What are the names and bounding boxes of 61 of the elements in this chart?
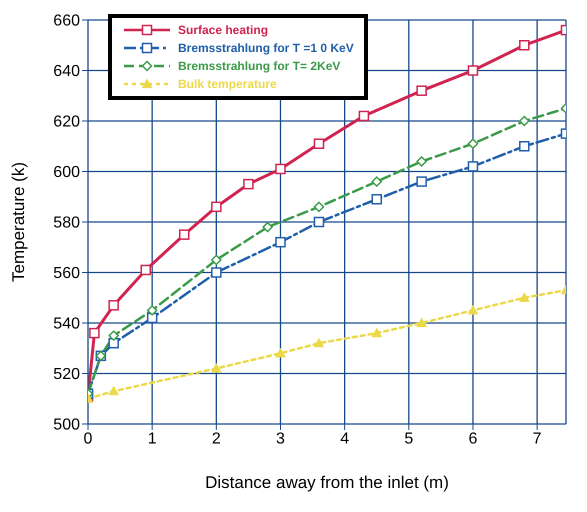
point xyxy=(468,138,478,149)
point xyxy=(275,236,286,248)
point xyxy=(416,156,427,167)
point xyxy=(108,386,119,396)
point xyxy=(140,264,151,276)
point xyxy=(519,292,530,302)
point xyxy=(178,229,190,240)
legend-label: Bremsstrahlung for T =1 0 KeV xyxy=(178,41,354,55)
point xyxy=(519,40,530,50)
point xyxy=(358,110,370,122)
point xyxy=(314,138,324,149)
point xyxy=(468,161,478,172)
point xyxy=(372,328,382,338)
point xyxy=(275,348,286,358)
y-tick-label: 540 xyxy=(53,316,80,333)
x-tick-label: 6 xyxy=(468,430,478,448)
point xyxy=(371,194,382,205)
point xyxy=(416,85,427,96)
point xyxy=(468,305,478,314)
point xyxy=(416,318,427,328)
y-tick-label: 500 xyxy=(53,416,80,434)
x-tick-label: 5 xyxy=(404,430,414,448)
point xyxy=(211,267,222,278)
point xyxy=(108,330,119,341)
point xyxy=(519,116,530,126)
point xyxy=(275,164,286,174)
y-tick-label: 580 xyxy=(53,214,80,232)
y-tick-label: 640 xyxy=(53,63,80,80)
point xyxy=(211,363,222,373)
y-tick-label: 620 xyxy=(53,114,80,131)
x-tick-label: 0 xyxy=(84,430,93,448)
point xyxy=(108,300,119,311)
point xyxy=(211,202,222,212)
x-tick-label: 2 xyxy=(212,430,221,448)
x-tick-label: 1 xyxy=(148,430,157,448)
point xyxy=(146,312,158,324)
y-axis-title: Temperature (k) xyxy=(9,162,28,282)
y-tick-label: 660 xyxy=(53,12,80,30)
legend-label: Bremsstrahlung for T= 2KeV xyxy=(178,59,340,73)
point xyxy=(146,305,158,316)
x-tick-label: 7 xyxy=(532,430,542,448)
point xyxy=(211,254,222,266)
legend-label: Surface heating xyxy=(178,23,268,37)
point xyxy=(262,222,273,232)
x-tick-label: 4 xyxy=(340,430,350,448)
y-tick-label: 560 xyxy=(53,265,80,282)
point xyxy=(314,338,324,348)
point xyxy=(108,338,119,348)
point xyxy=(89,328,100,338)
point xyxy=(314,202,324,212)
x-axis-title: Distance away from the inlet (m) xyxy=(205,473,449,492)
point xyxy=(468,65,478,76)
point xyxy=(314,216,324,228)
y-tick-label: 600 xyxy=(53,164,80,182)
point xyxy=(243,178,254,190)
point xyxy=(371,176,382,187)
y-tick-label: 520 xyxy=(53,366,80,384)
point xyxy=(519,141,530,152)
point xyxy=(416,176,427,187)
legend-label: Bulk temperature xyxy=(178,77,277,91)
x-tick-label: 3 xyxy=(276,430,286,448)
